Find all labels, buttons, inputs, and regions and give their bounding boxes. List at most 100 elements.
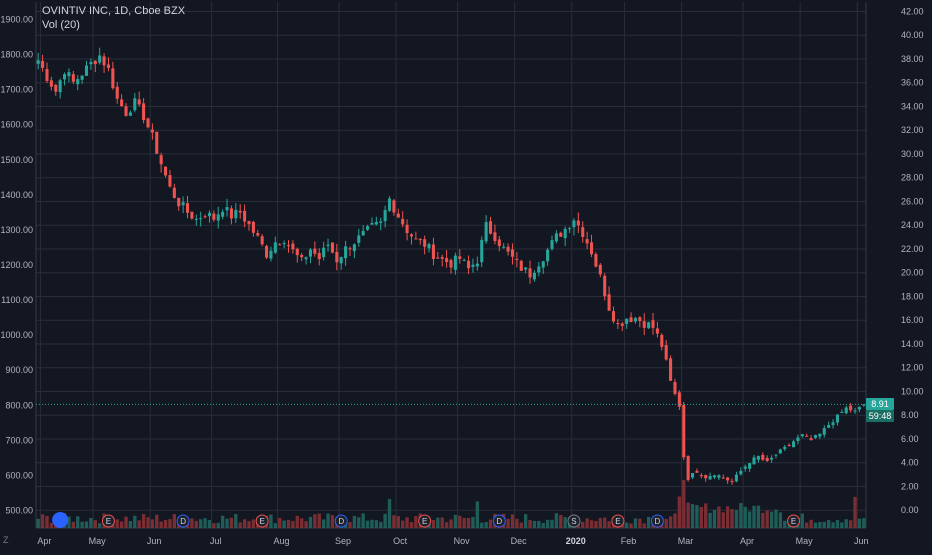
candle-body[interactable] bbox=[497, 239, 501, 247]
candle-body[interactable] bbox=[620, 323, 624, 326]
candle-body[interactable] bbox=[339, 257, 343, 264]
candle-body[interactable] bbox=[234, 209, 238, 219]
candle-body[interactable] bbox=[625, 318, 629, 324]
candle-body[interactable] bbox=[317, 253, 321, 260]
candle-body[interactable] bbox=[330, 242, 334, 253]
candle-body[interactable] bbox=[827, 424, 831, 428]
candle-body[interactable] bbox=[752, 457, 756, 465]
candle-body[interactable] bbox=[199, 218, 203, 220]
candle-body[interactable] bbox=[849, 405, 853, 411]
candle-body[interactable] bbox=[541, 261, 545, 268]
candle-body[interactable] bbox=[49, 80, 53, 87]
candle-body[interactable] bbox=[133, 98, 137, 111]
candle-body[interactable] bbox=[98, 55, 102, 63]
candle-body[interactable] bbox=[146, 118, 150, 128]
candle-body[interactable] bbox=[41, 60, 45, 68]
candle-body[interactable] bbox=[366, 226, 370, 230]
candle-body[interactable] bbox=[835, 414, 839, 423]
candle-body[interactable] bbox=[607, 294, 611, 311]
candle-body[interactable] bbox=[190, 211, 194, 219]
candle-body[interactable] bbox=[699, 475, 703, 477]
candle-body[interactable] bbox=[809, 438, 813, 440]
candle-body[interactable] bbox=[159, 155, 163, 165]
candle-body[interactable] bbox=[677, 392, 681, 407]
candle-body[interactable] bbox=[783, 446, 787, 450]
event-marker-dividend[interactable] bbox=[176, 514, 190, 528]
candle-body[interactable] bbox=[730, 481, 734, 483]
timezone-corner-label[interactable]: Z bbox=[3, 535, 9, 545]
candle-body[interactable] bbox=[611, 311, 616, 322]
candle-body[interactable] bbox=[300, 254, 304, 258]
event-marker-split[interactable] bbox=[567, 514, 581, 528]
candle-body[interactable] bbox=[589, 242, 594, 255]
candle-body[interactable] bbox=[813, 435, 818, 438]
candle-body[interactable] bbox=[93, 60, 97, 65]
candle-body[interactable] bbox=[155, 131, 159, 154]
candle-body[interactable] bbox=[207, 212, 212, 217]
candle-body[interactable] bbox=[642, 321, 646, 328]
candle-body[interactable] bbox=[559, 232, 563, 237]
candle-body[interactable] bbox=[458, 256, 462, 259]
candle-body[interactable] bbox=[660, 334, 664, 347]
candle-body[interactable] bbox=[748, 463, 752, 469]
event-marker-dividend[interactable] bbox=[650, 514, 664, 528]
candle-body[interactable] bbox=[682, 405, 686, 458]
event-marker-earnings[interactable] bbox=[101, 514, 115, 528]
candle-body[interactable] bbox=[831, 422, 835, 426]
candle-body[interactable] bbox=[273, 242, 277, 253]
candle-body[interactable] bbox=[418, 239, 422, 241]
candle-body[interactable] bbox=[379, 221, 383, 223]
candle-body[interactable] bbox=[633, 318, 637, 322]
candle-body[interactable] bbox=[673, 381, 677, 394]
candle-body[interactable] bbox=[106, 64, 110, 68]
candle-body[interactable] bbox=[405, 224, 409, 234]
candle-body[interactable] bbox=[164, 166, 168, 176]
candle-body[interactable] bbox=[462, 259, 466, 261]
candle-body[interactable] bbox=[383, 210, 387, 222]
candle-body[interactable] bbox=[844, 407, 848, 414]
candle-body[interactable] bbox=[519, 260, 523, 271]
candle-body[interactable] bbox=[427, 244, 431, 249]
candle-body[interactable] bbox=[89, 62, 93, 65]
candle-body[interactable] bbox=[181, 202, 185, 206]
candle-body[interactable] bbox=[853, 410, 857, 412]
candle-body[interactable] bbox=[506, 246, 510, 252]
candle-body[interactable] bbox=[392, 200, 396, 213]
candle-body[interactable] bbox=[423, 239, 427, 247]
candle-body[interactable] bbox=[664, 345, 668, 360]
candle-body[interactable] bbox=[243, 210, 247, 222]
candle-body[interactable] bbox=[453, 255, 457, 270]
candle-body[interactable] bbox=[550, 240, 554, 249]
event-marker-earnings[interactable] bbox=[611, 514, 625, 528]
candle-body[interactable] bbox=[598, 264, 602, 275]
candle-body[interactable] bbox=[63, 74, 67, 80]
candle-body[interactable] bbox=[554, 233, 558, 242]
candle-body[interactable] bbox=[313, 248, 317, 254]
candle-body[interactable] bbox=[493, 232, 497, 241]
candle-body[interactable] bbox=[708, 475, 712, 480]
candle-body[interactable] bbox=[532, 272, 536, 280]
candle-body[interactable] bbox=[357, 235, 361, 243]
candle-body[interactable] bbox=[568, 228, 572, 230]
candle-body[interactable] bbox=[524, 267, 528, 270]
candle-body[interactable] bbox=[796, 437, 800, 441]
candle-body[interactable] bbox=[638, 317, 642, 322]
candle-body[interactable] bbox=[71, 74, 75, 82]
event-marker-earnings[interactable] bbox=[418, 514, 432, 528]
candle-body[interactable] bbox=[857, 406, 861, 410]
candle-body[interactable] bbox=[374, 221, 378, 225]
candle-body[interactable] bbox=[704, 475, 708, 479]
candle-body[interactable] bbox=[124, 106, 128, 116]
candle-body[interactable] bbox=[690, 472, 695, 478]
candle-body[interactable] bbox=[800, 434, 804, 437]
candle-body[interactable] bbox=[862, 404, 866, 406]
candle-body[interactable] bbox=[352, 244, 356, 252]
candle-body[interactable] bbox=[581, 227, 585, 238]
candle-body[interactable] bbox=[510, 249, 515, 257]
candle-body[interactable] bbox=[291, 243, 295, 250]
candle-body[interactable] bbox=[177, 197, 181, 207]
candle-body[interactable] bbox=[238, 210, 242, 213]
candle-body[interactable] bbox=[102, 56, 106, 66]
candle-body[interactable] bbox=[348, 248, 352, 250]
candle-body[interactable] bbox=[449, 260, 453, 268]
